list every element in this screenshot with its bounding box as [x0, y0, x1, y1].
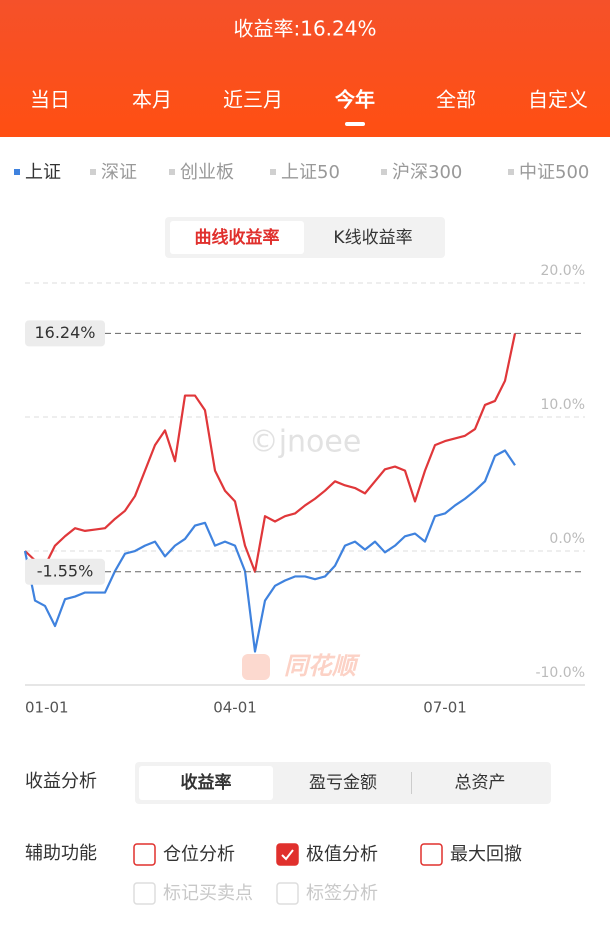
index-option[interactable]: 深证 [101, 162, 137, 183]
reference-label: -1.55% [37, 561, 94, 580]
analysis-tab[interactable]: 盈亏金额 [309, 773, 377, 793]
index-option[interactable]: 上证50 [281, 162, 340, 183]
mode-active-bg [170, 221, 304, 254]
index-marker [508, 169, 514, 175]
index-option[interactable]: 上证 [25, 162, 61, 183]
tab-indicator [345, 122, 365, 126]
analysis-tab[interactable]: 收益率 [181, 772, 232, 793]
tab[interactable]: 当日 [30, 88, 70, 112]
y-tick-label: 0.0% [549, 531, 585, 547]
watermark: 同花顺 [284, 652, 361, 680]
checkbox[interactable] [133, 843, 156, 866]
checkbox-label: 标签分析 [306, 883, 378, 904]
tab[interactable]: 本月 [132, 88, 172, 112]
series-line [23, 449, 516, 653]
analysis-label: 收益分析 [25, 771, 97, 792]
checkbox-label[interactable]: 极值分析 [306, 844, 378, 865]
index-marker [14, 169, 20, 175]
mode-option[interactable]: K线收益率 [333, 228, 412, 248]
checkbox-label: 标记买卖点 [163, 883, 253, 904]
checkbox [276, 882, 299, 905]
reference-label: 16.24% [34, 323, 95, 342]
checkbox-label[interactable]: 最大回撤 [450, 844, 522, 865]
index-marker [381, 169, 387, 175]
checkmark [281, 849, 294, 861]
header-bg [0, 0, 610, 137]
aux-label: 辅助功能 [25, 843, 97, 864]
series-line [24, 333, 517, 573]
tab[interactable]: 全部 [436, 88, 476, 112]
x-tick-label: 04-01 [213, 699, 257, 717]
reference-label-bg [25, 558, 105, 585]
x-tick-label: 01-01 [25, 699, 69, 717]
y-tick-label: 20.0% [541, 263, 585, 279]
index-marker [169, 169, 175, 175]
header-title: 收益率:16.24% [234, 17, 377, 41]
y-tick-label: -10.0% [535, 665, 585, 681]
y-tick-label: 10.0% [541, 397, 585, 413]
index-option[interactable]: 中证500 [519, 162, 589, 183]
tab[interactable]: 近三月 [223, 88, 283, 112]
tab[interactable]: 自定义 [528, 88, 588, 112]
tab[interactable]: 今年 [335, 88, 375, 112]
checkbox-label[interactable]: 仓位分析 [163, 844, 235, 865]
mode-option[interactable]: 曲线收益率 [195, 227, 280, 248]
analysis-tab[interactable]: 总资产 [455, 773, 506, 793]
reference-label-bg [25, 320, 105, 347]
watermark-icon [242, 654, 270, 680]
watermark: ©jnoee [249, 425, 362, 460]
x-tick-label: 07-01 [423, 699, 467, 717]
checkbox[interactable] [420, 843, 443, 866]
checkbox[interactable] [276, 843, 299, 866]
analysis-active-bg [139, 766, 273, 800]
index-option[interactable]: 创业板 [180, 162, 234, 183]
index-marker [90, 169, 96, 175]
index-option[interactable]: 沪深300 [392, 162, 462, 183]
index-marker [270, 169, 276, 175]
checkbox [133, 882, 156, 905]
